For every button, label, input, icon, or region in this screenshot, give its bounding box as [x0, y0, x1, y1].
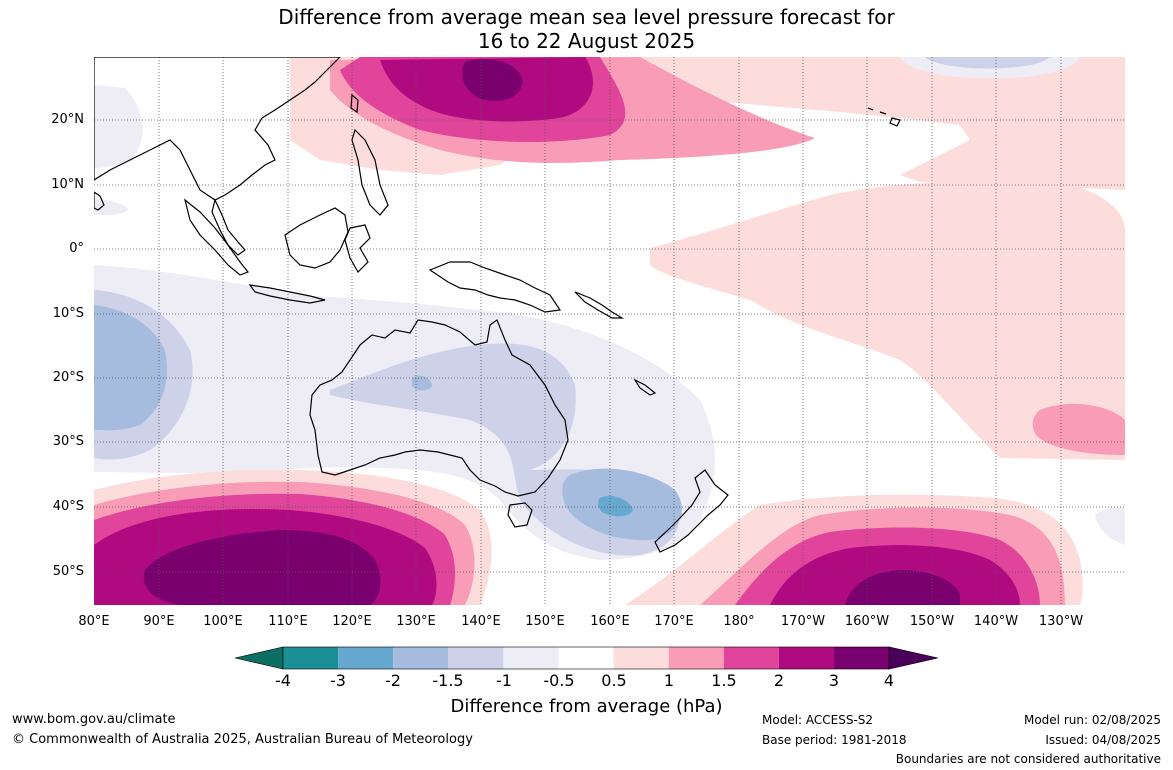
colorbar-swatch	[558, 647, 614, 669]
footer-copyright: © Commonwealth of Australia 2025, Austra…	[12, 732, 473, 747]
colorbar-swatch	[503, 647, 559, 669]
coastline-philippines	[351, 128, 389, 216]
coastline-mainland-asia	[94, 57, 341, 201]
colorbar-outline	[282, 646, 890, 670]
coastline-borneo	[284, 207, 349, 269]
contour-indian-ocean-neg-1.5	[94, 305, 168, 431]
colorbar-swatch	[283, 647, 339, 669]
colorbar-swatch	[338, 647, 394, 669]
lon-label-170e: 170°E	[654, 614, 694, 629]
footer-model: Model: ACCESS-S2	[762, 713, 874, 727]
contour-tasman-neg-2	[597, 495, 633, 517]
lat-label-20n: 20°N	[51, 112, 84, 127]
contour-nw-neg	[94, 85, 143, 168]
contour-south-pacific-3	[845, 570, 960, 605]
lat-label-40s: 40°S	[52, 499, 84, 514]
colorbar-label: 1.5	[711, 671, 737, 690]
coastline-australia	[309, 319, 569, 497]
coastline-java	[248, 284, 326, 304]
contour-south-indian-3	[143, 530, 381, 605]
graticule	[94, 57, 1125, 605]
lat-label-30s: 30°S	[52, 434, 84, 449]
lat-label-10n: 10°N	[51, 177, 84, 192]
coastline-sri-lanka	[94, 191, 105, 211]
colorbar-swatch	[834, 647, 890, 669]
coastline-tasmania	[507, 502, 533, 528]
lon-label-130e: 130°E	[396, 614, 436, 629]
lon-label-150e: 150°E	[525, 614, 565, 629]
lon-label-180: 180°	[723, 614, 755, 629]
coastline-new-guinea	[428, 261, 562, 313]
coastlines	[94, 57, 901, 553]
colorbar-swatch	[723, 647, 779, 669]
colorbar-label: -1	[496, 671, 512, 690]
colorbar	[234, 646, 939, 670]
colorbar-swatch	[393, 647, 449, 669]
lon-label-120e: 120°E	[332, 614, 372, 629]
lon-label-80e: 80°E	[78, 614, 110, 629]
lat-label-50s: 50°S	[52, 564, 84, 579]
lon-label-110e: 110°E	[268, 614, 308, 629]
lon-label-140w: 140°W	[973, 614, 1019, 629]
colorbar-label: -0.5	[543, 671, 575, 690]
lon-label-140e: 140°E	[461, 614, 501, 629]
lon-label-160w: 160°W	[844, 614, 890, 629]
lon-label-130w: 130°W	[1038, 614, 1084, 629]
colorbar-swatch	[778, 647, 834, 669]
contour-east-1	[1032, 403, 1125, 455]
colorbar-label: -4	[275, 671, 291, 690]
footer-issued: Issued: 04/08/2025	[1045, 733, 1161, 747]
lat-label-20s: 20°S	[52, 370, 84, 385]
colorbar-swatch	[613, 647, 669, 669]
colorbar-label: 3	[828, 671, 840, 690]
coastline-taiwan	[350, 93, 359, 114]
colorbar-label: 1	[663, 671, 675, 690]
colorbar-swatch	[668, 647, 724, 669]
lat-label-equator: 0°	[69, 241, 84, 256]
coastline-sumatra	[183, 198, 249, 276]
contour-australia-neg-small	[412, 375, 432, 391]
lat-label-10s: 10°S	[52, 306, 84, 321]
lon-label-90e: 90°E	[143, 614, 175, 629]
coastline-new-caledonia	[633, 378, 657, 396]
contour-ne-neg-1	[925, 57, 1050, 69]
footer-base-period: Base period: 1981-2018	[762, 733, 907, 747]
lon-label-160e: 160°E	[590, 614, 630, 629]
coastline-sulawesi	[344, 224, 371, 273]
contour-far-se-neg	[1095, 506, 1125, 545]
coastline-hawaii	[867, 107, 901, 127]
contour-pacific-band-0.5	[650, 181, 1125, 460]
colorbar-title: Difference from average (hPa)	[450, 696, 723, 717]
map-subtitle: 16 to 22 August 2025	[477, 29, 696, 53]
lon-label-100e: 100°E	[203, 614, 243, 629]
contour-nw-pacific-3	[462, 58, 523, 101]
colorbar-label: -1.5	[432, 671, 464, 690]
colorbar-extend-min	[234, 646, 284, 670]
coastline-solomons	[574, 291, 625, 319]
footer-disclaimer: Boundaries are not considered authoritat…	[895, 752, 1161, 766]
anomaly-contours	[94, 57, 1125, 605]
footer-url: www.bom.gov.au/climate	[12, 712, 176, 727]
lon-label-150w: 150°W	[909, 614, 955, 629]
colorbar-swatch	[448, 647, 504, 669]
map-title: Difference from average mean sea level p…	[278, 5, 895, 29]
coastline-malay-peninsula	[211, 198, 246, 256]
coastline-new-zealand	[654, 469, 729, 553]
colorbar-label: -2	[385, 671, 401, 690]
footer-model-run: Model run: 02/08/2025	[1023, 713, 1161, 727]
colorbar-label: 0.5	[601, 671, 627, 690]
colorbar-label: 2	[773, 671, 785, 690]
colorbar-extend-max	[888, 646, 939, 670]
colorbar-label: -3	[330, 671, 346, 690]
lon-label-170w: 170°W	[780, 614, 826, 629]
colorbar-label: 4	[883, 671, 895, 690]
